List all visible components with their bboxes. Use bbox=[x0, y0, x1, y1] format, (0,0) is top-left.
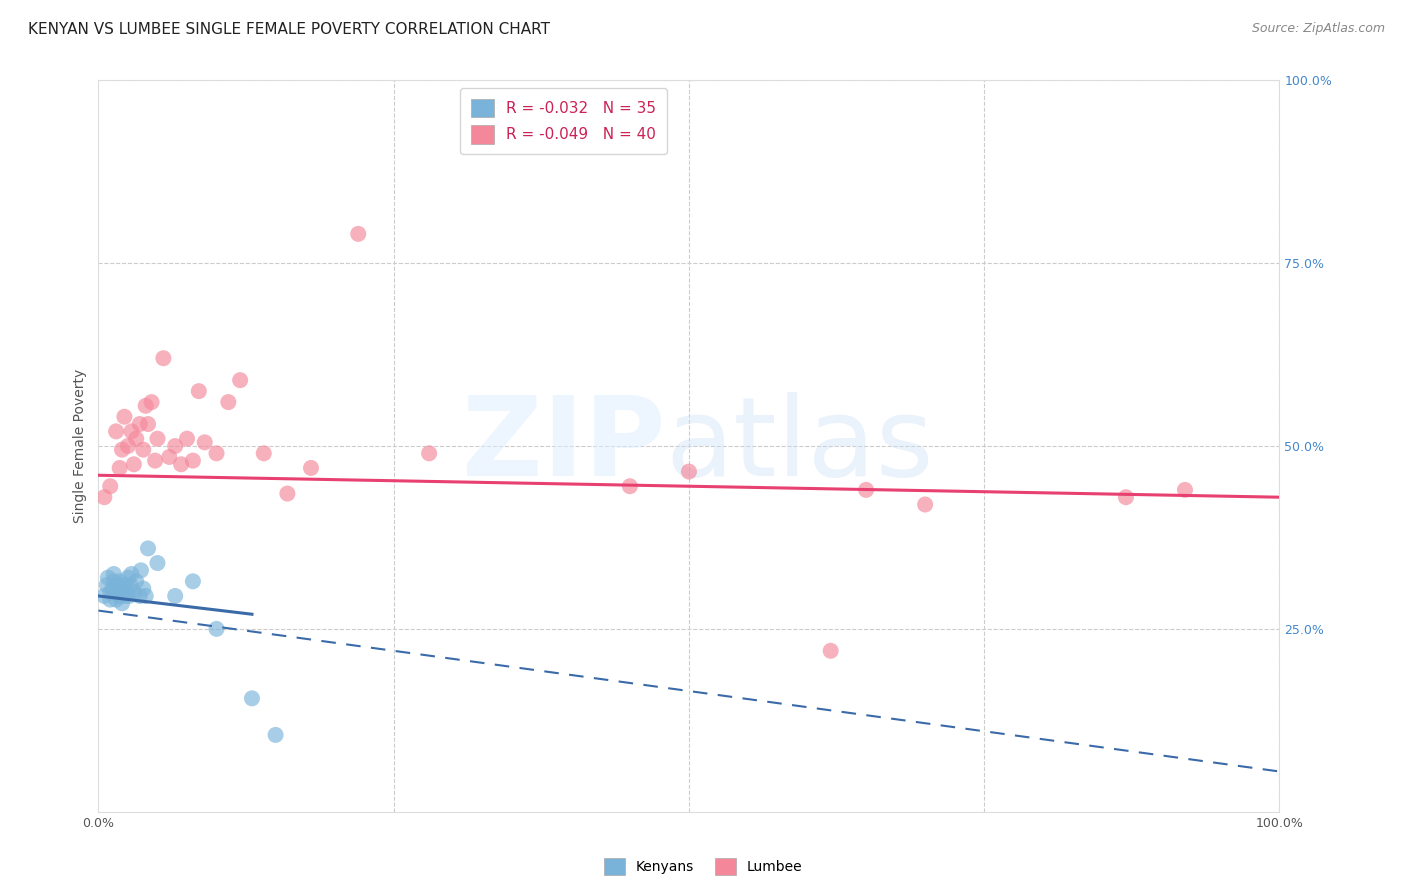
Point bbox=[253, 446, 276, 460]
Point bbox=[135, 589, 157, 603]
Point bbox=[135, 399, 157, 413]
Point bbox=[112, 589, 135, 603]
Point bbox=[121, 567, 143, 582]
Point bbox=[122, 457, 145, 471]
Point bbox=[299, 461, 322, 475]
Point bbox=[229, 373, 252, 387]
Point bbox=[115, 585, 138, 599]
Point bbox=[347, 227, 370, 241]
Point bbox=[117, 571, 139, 585]
Point bbox=[143, 453, 166, 467]
Point bbox=[820, 644, 842, 658]
Point bbox=[855, 483, 877, 497]
Point bbox=[111, 596, 134, 610]
Point bbox=[105, 592, 128, 607]
Point bbox=[93, 589, 115, 603]
Point bbox=[914, 498, 936, 512]
Point bbox=[157, 450, 180, 464]
Point bbox=[93, 490, 115, 504]
Point bbox=[264, 728, 287, 742]
Point bbox=[418, 446, 440, 460]
Point bbox=[108, 461, 131, 475]
Point bbox=[103, 567, 125, 582]
Point bbox=[152, 351, 174, 366]
Point bbox=[105, 578, 128, 592]
Point bbox=[97, 571, 120, 585]
Text: Source: ZipAtlas.com: Source: ZipAtlas.com bbox=[1251, 22, 1385, 36]
Point bbox=[141, 395, 163, 409]
Point bbox=[98, 585, 121, 599]
Point bbox=[619, 479, 641, 493]
Point bbox=[205, 446, 228, 460]
Text: ZIP: ZIP bbox=[463, 392, 665, 500]
Point bbox=[101, 582, 124, 596]
Point bbox=[205, 622, 228, 636]
Point bbox=[1174, 483, 1197, 497]
Point bbox=[125, 432, 148, 446]
Point bbox=[181, 453, 204, 467]
Point bbox=[117, 439, 139, 453]
Point bbox=[112, 578, 135, 592]
Point bbox=[118, 589, 141, 603]
Point bbox=[181, 574, 204, 589]
Point bbox=[146, 432, 169, 446]
Point bbox=[1115, 490, 1137, 504]
Point bbox=[176, 432, 198, 446]
Point bbox=[105, 425, 128, 439]
Point bbox=[132, 582, 155, 596]
Point bbox=[96, 578, 118, 592]
Text: KENYAN VS LUMBEE SINGLE FEMALE POVERTY CORRELATION CHART: KENYAN VS LUMBEE SINGLE FEMALE POVERTY C… bbox=[28, 22, 550, 37]
Point bbox=[98, 479, 121, 493]
Point bbox=[108, 574, 131, 589]
Point bbox=[125, 574, 148, 589]
Legend: Kenyans, Lumbee: Kenyans, Lumbee bbox=[598, 853, 808, 880]
Point bbox=[194, 435, 217, 450]
Legend: R = -0.032   N = 35, R = -0.049   N = 40: R = -0.032 N = 35, R = -0.049 N = 40 bbox=[460, 88, 666, 154]
Point bbox=[136, 417, 159, 431]
Point bbox=[165, 589, 187, 603]
Point bbox=[678, 465, 700, 479]
Point bbox=[128, 417, 150, 431]
Point bbox=[187, 384, 209, 399]
Point bbox=[112, 409, 135, 424]
Point bbox=[165, 439, 187, 453]
Point bbox=[132, 442, 155, 457]
Point bbox=[121, 425, 143, 439]
Point bbox=[129, 563, 152, 577]
Point bbox=[111, 585, 134, 599]
Point bbox=[103, 574, 125, 589]
Y-axis label: Single Female Poverty: Single Female Poverty bbox=[73, 369, 87, 523]
Point bbox=[128, 589, 150, 603]
Point bbox=[111, 442, 134, 457]
Text: atlas: atlas bbox=[665, 392, 934, 500]
Point bbox=[105, 585, 128, 599]
Point bbox=[120, 578, 142, 592]
Point bbox=[276, 486, 298, 500]
Point bbox=[217, 395, 239, 409]
Point bbox=[122, 585, 145, 599]
Point bbox=[98, 592, 121, 607]
Point bbox=[146, 556, 169, 570]
Point bbox=[136, 541, 159, 556]
Point bbox=[170, 457, 193, 471]
Point bbox=[240, 691, 263, 706]
Point bbox=[108, 589, 131, 603]
